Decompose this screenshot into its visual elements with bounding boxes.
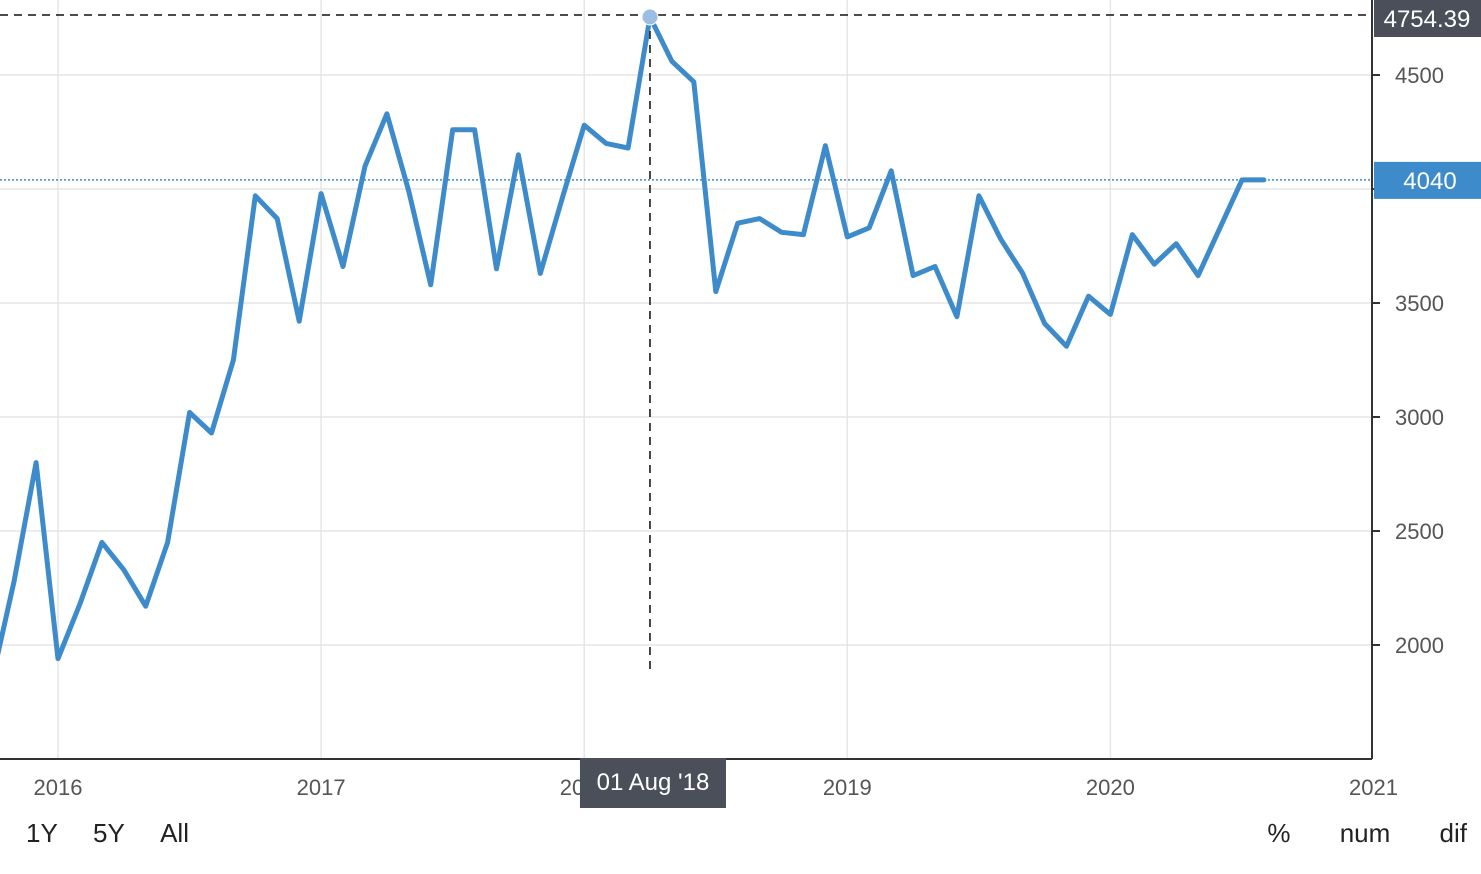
- range-button-all[interactable]: All: [160, 818, 189, 848]
- x-gridlines: [57, 0, 1112, 759]
- hover-date-flag: [579, 758, 726, 808]
- last-value-label: 4040: [1403, 168, 1456, 195]
- hover-point: [641, 8, 659, 26]
- y-axis-labels: 200025003000350040004500: [1395, 63, 1444, 658]
- range-button-1y[interactable]: 1Y: [26, 818, 58, 848]
- last-value-flag: [1374, 161, 1481, 199]
- x-tick-label: 2016: [34, 775, 83, 800]
- y-tick-label: 3000: [1395, 405, 1444, 430]
- y-tick-label: 2000: [1395, 633, 1444, 658]
- y-gridlines: [0, 74, 1380, 646]
- y-tick-label: 2500: [1395, 519, 1444, 544]
- hover-date-label: 01 Aug '18: [597, 769, 710, 796]
- range-button-5y[interactable]: 5Y: [93, 818, 125, 848]
- mode-button-num[interactable]: num: [1339, 818, 1391, 848]
- y-tick-label: 3500: [1395, 291, 1444, 316]
- x-tick-label: 2021: [1349, 775, 1398, 800]
- hover-value-flag: [1374, 0, 1481, 37]
- y-tick-label: 4500: [1395, 63, 1444, 88]
- display-mode-selector: % num dif: [1225, 818, 1467, 849]
- x-tick-label: 2020: [1086, 775, 1135, 800]
- x-tick-label: 2019: [823, 775, 872, 800]
- hover-crosshair: [0, 8, 1372, 670]
- axis-flags: 4754.39 4040 01 Aug '18: [579, 0, 1481, 808]
- mode-button-dif[interactable]: dif: [1439, 818, 1467, 848]
- hover-value-label: 4754.39: [1384, 6, 1471, 33]
- x-tick-label: 2017: [297, 775, 346, 800]
- series-line[interactable]: [0, 14, 1267, 695]
- range-selector: 1Y 5Y All: [26, 818, 217, 849]
- mode-button-percent[interactable]: %: [1267, 818, 1291, 848]
